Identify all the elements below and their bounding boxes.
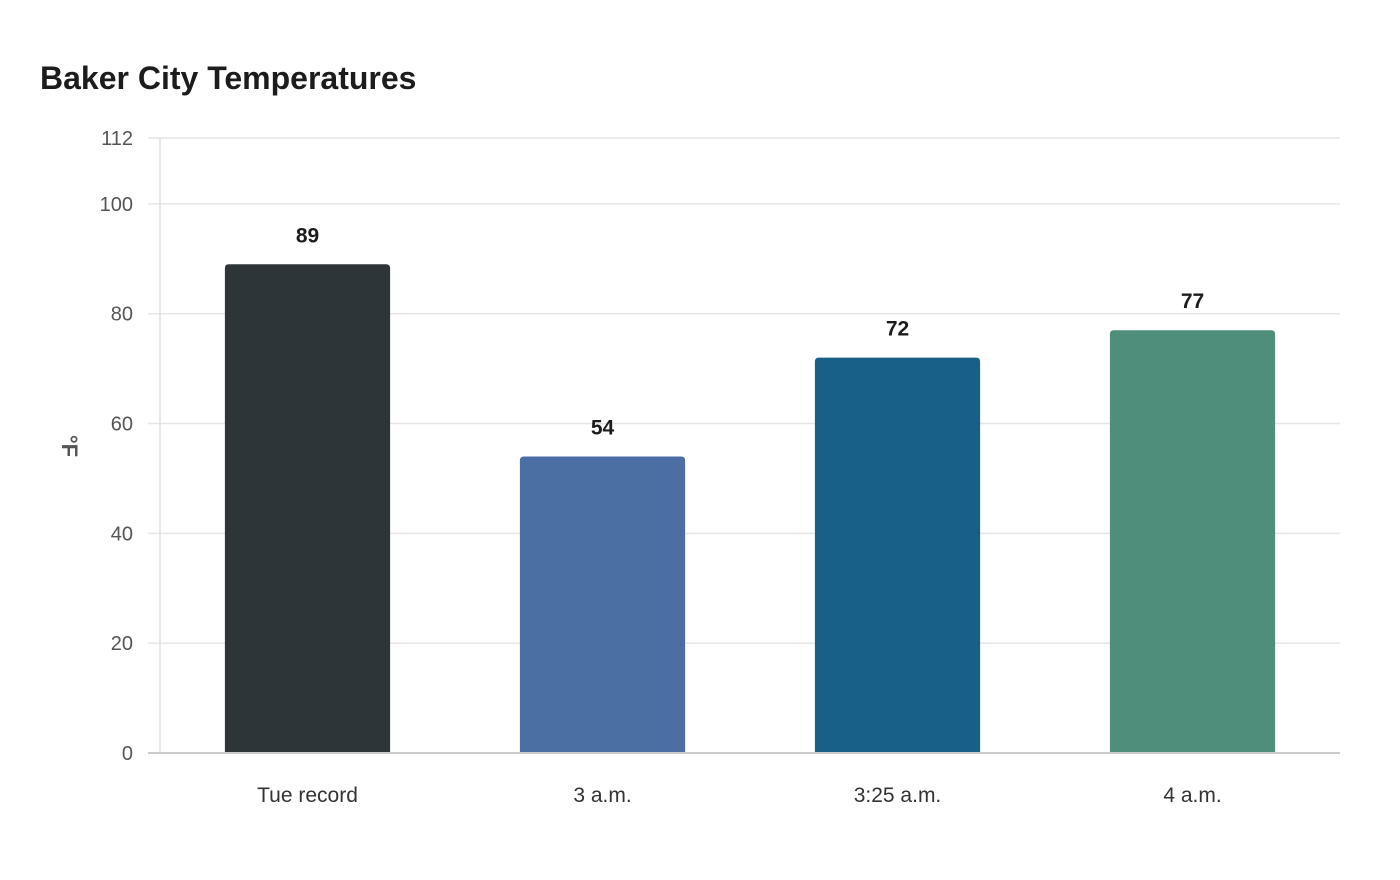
y-tick-label: 60	[111, 414, 133, 436]
bar-value-label: 54	[591, 416, 615, 439]
bar	[224, 264, 391, 753]
bar-value-label: 77	[1181, 290, 1204, 313]
y-tick-label: 100	[100, 194, 133, 216]
bars	[224, 264, 1276, 753]
x-tick-label: Tue record	[257, 784, 358, 807]
x-tick-label: 4 a.m.	[1163, 784, 1221, 807]
labels: 0 20 40 60 80 100 112 89 Tue record 54 3 a.m. 72 3:2…	[100, 128, 1222, 807]
y-tick-label: 112	[101, 128, 133, 150]
y-tick-label: 20	[111, 633, 133, 655]
y-axis-title: °F	[57, 435, 82, 457]
bar-value-label: 89	[296, 224, 319, 247]
x-tick-label: 3 a.m.	[573, 784, 631, 807]
x-tick-label: 3:25 a.m.	[854, 784, 942, 807]
bar-value-label: 72	[886, 318, 909, 341]
y-tick-label: 40	[111, 523, 133, 545]
y-tick-label: 0	[122, 743, 133, 765]
chart-title: Baker City Temperatures	[40, 60, 417, 96]
axes	[148, 138, 1340, 754]
bar	[519, 456, 686, 753]
bar	[814, 357, 981, 753]
bar	[1109, 330, 1276, 753]
y-tick-label: 80	[111, 304, 133, 326]
